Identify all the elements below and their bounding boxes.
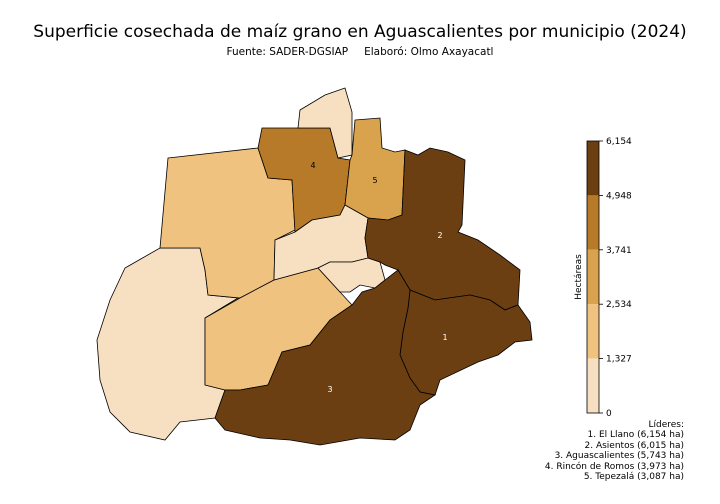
colorbar-tick-5: 0 — [606, 409, 612, 419]
colorbar: 6,154 4,948 3,741 2,534 1,327 0 Hectárea… — [574, 137, 632, 419]
region-label-5: 5 — [372, 176, 377, 185]
region-label-4: 4 — [310, 161, 315, 170]
colorbar-tick-2: 3,741 — [606, 246, 632, 256]
source-text: Fuente: SADER-DGSIAP — [226, 46, 349, 58]
colorbar-band-2 — [587, 195, 599, 250]
colorbar-band-1 — [587, 141, 599, 196]
region-label-2: 2 — [437, 231, 442, 240]
colorbar-band-3 — [587, 249, 599, 305]
leader-item-5: 5. Tepezalá (3,087 ha) — [583, 472, 684, 483]
region-label-3: 3 — [327, 385, 332, 394]
leader-item-1: 1. El Llano (6,154 ha) — [587, 430, 684, 441]
colorbar-tick-0: 6,154 — [606, 137, 632, 147]
colorbar-tick-1: 4,948 — [606, 191, 632, 201]
author-text: Elaboró: Olmo Axayacatl — [364, 46, 494, 58]
map-subtitle: Fuente: SADER-DGSIAP Elaboró: Olmo Axayac… — [0, 46, 720, 58]
colorbar-tick-4: 1,327 — [606, 355, 632, 365]
leaders-list: Líderes: 1. El Llano (6,154 ha) 2. Asien… — [545, 420, 684, 482]
colorbar-band-5 — [587, 358, 599, 413]
region-tepezala — [344, 117, 406, 221]
colorbar-band-4 — [587, 304, 599, 359]
leader-item-2: 2. Asientos (6,015 ha) — [584, 440, 685, 451]
region-label-1: 1 — [442, 333, 447, 342]
map-title: Superficie cosechada de maíz grano en Ag… — [33, 22, 687, 42]
leader-item-3: 3. Aguascalientes (5,743 ha) — [554, 451, 684, 462]
colorbar-tick-3: 2,534 — [606, 300, 632, 310]
colorbar-frame — [586, 140, 600, 414]
leaders-title: Líderes: — [648, 420, 684, 430]
colorbar-label: Hectáreas — [574, 254, 584, 300]
region-aguascalientes — [214, 269, 437, 446]
leader-item-4: 4. Rincón de Romos (3,973 ha) — [544, 461, 684, 472]
